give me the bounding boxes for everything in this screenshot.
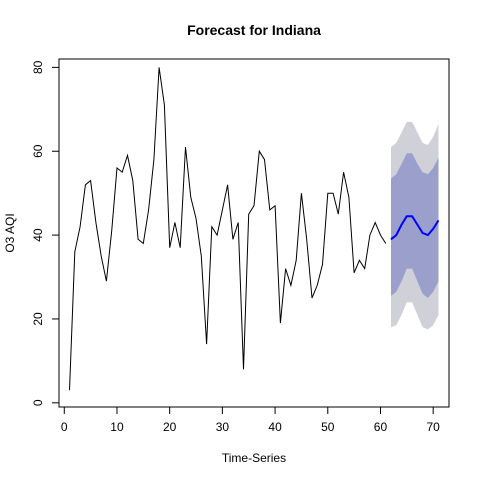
y-tick-label: 80 [31, 60, 45, 74]
x-tick-label: 30 [216, 420, 230, 434]
x-axis-label: Time-Series [222, 451, 286, 465]
chart-title: Forecast for Indiana [187, 22, 321, 38]
forecast-line [390, 215, 440, 241]
x-tick-label: 0 [61, 420, 68, 434]
x-tick-label: 10 [110, 420, 124, 434]
x-tick-label: 40 [268, 420, 282, 434]
series-lines [69, 67, 440, 391]
y-tick-label: 60 [31, 144, 45, 158]
y-axis-label: O3 AQI [3, 213, 17, 252]
history-line [69, 67, 387, 391]
y-tick-label: 20 [31, 312, 45, 326]
plot-frame [58, 58, 450, 408]
x-tick-label: 60 [374, 420, 388, 434]
x-axis: 0 10 20 30 40 50 60 70 [61, 406, 441, 434]
band-80 [391, 153, 439, 298]
x-tick-label: 50 [321, 420, 335, 434]
x-tick-label: 20 [163, 420, 177, 434]
y-tick-label: 0 [31, 399, 45, 406]
y-axis: 0 20 40 60 80 [31, 60, 60, 406]
y-tick-label: 40 [31, 228, 45, 242]
x-tick-label: 70 [427, 420, 441, 434]
prediction-bands [391, 121, 439, 330]
